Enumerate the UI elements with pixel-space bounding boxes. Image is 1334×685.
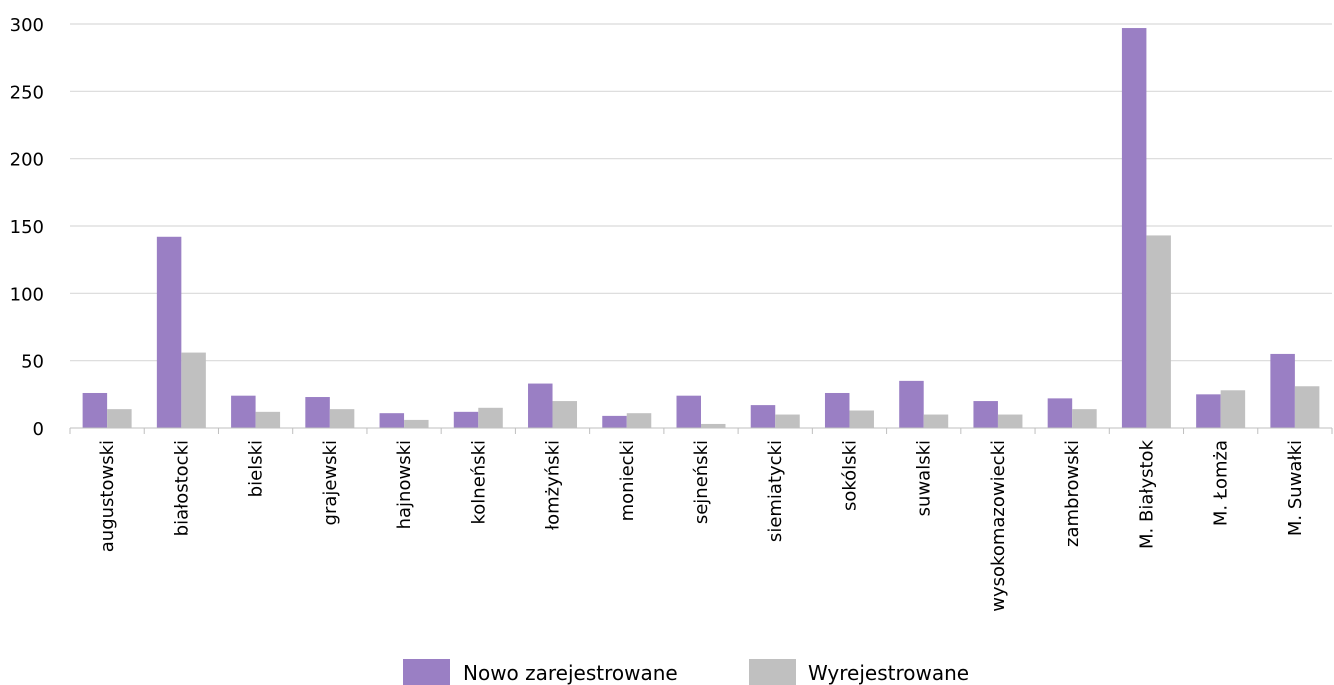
bar-nowo-zarejestrowane [305,397,330,428]
bar-nowo-zarejestrowane [1196,394,1221,428]
bar-nowo-zarejestrowane [602,415,627,428]
bar-wyrejestrowane [626,413,652,428]
bar-nowo-zarejestrowane [973,401,998,428]
bar-wyrejestrowane [255,411,281,428]
x-tick-label: suwalski [914,440,935,516]
bar-wyrejestrowane [181,352,206,428]
bar-wyrejestrowane [329,409,355,428]
y-tick-label: 100 [10,284,44,305]
x-tick-label: augustowski [97,440,118,552]
bar-wyrejestrowane [849,410,874,428]
bar-wyrejestrowane [1146,235,1171,428]
x-tick-label: zambrowski [1062,440,1083,547]
legend-label: Nowo zarejestrowane [463,661,678,685]
x-tick-label: kolneński [468,440,489,525]
y-axis-ticks: 0 50 100 150 200 250 300 [10,15,44,440]
bars [82,28,1320,428]
bar-wyrejestrowane [1072,409,1097,428]
bar-nowo-zarejestrowane [1270,353,1295,428]
x-tick-label: sokólski [839,440,860,511]
x-tick-label: łomżyński [543,440,564,530]
bar-nowo-zarejestrowane [750,405,776,428]
bar-wyrejestrowane [701,423,726,428]
bar-wyrejestrowane [107,409,132,428]
x-tick-label: M. Łomża [1211,440,1232,526]
bar-wyrejestrowane [552,401,578,428]
y-tick-label: 0 [33,419,44,440]
x-tick-label: siemiatycki [765,440,786,542]
x-tick-label: wysokomazowiecki [988,440,1009,612]
bar-nowo-zarejestrowane [379,413,405,428]
y-tick-label: 150 [10,217,44,238]
x-tick-label: M. Białystok [1136,439,1157,549]
x-tick-label: bielski [246,440,267,497]
bar-nowo-zarejestrowane [453,411,479,428]
legend: Nowo zarejestrowane Wyrejestrowane [403,659,969,685]
y-tick-label: 300 [10,15,44,36]
x-tick-label: M. Suwałki [1285,440,1306,536]
bar-nowo-zarejestrowane [82,392,108,428]
bar-wyrejestrowane [1294,386,1320,428]
bar-wyrejestrowane [478,407,503,428]
bar-nowo-zarejestrowane [899,380,924,428]
bar-wyrejestrowane [404,419,429,428]
bar-nowo-zarejestrowane [1121,28,1147,428]
x-tick-label: sejneński [691,440,712,524]
bar-wyrejestrowane [923,414,949,428]
y-tick-label: 200 [10,150,44,171]
legend-label: Wyrejestrowane [808,661,969,685]
x-tick-label: hajnowski [394,440,415,529]
bar-nowo-zarejestrowane [824,392,850,428]
bar-wyrejestrowane [1220,390,1246,428]
bar-wyrejestrowane [775,414,800,428]
y-tick-label: 250 [10,82,44,103]
x-tick-label: grajewski [320,440,341,525]
bar-wyrejestrowane [997,414,1023,428]
y-tick-label: 50 [21,352,44,373]
x-tick-label: białostocki [171,440,192,536]
x-axis-ticks: augustowski białostocki bielski grajewski ha… [69,428,1333,612]
legend-swatch [749,659,796,685]
bar-nowo-zarejestrowane [676,395,701,428]
bar-nowo-zarejestrowane [1047,398,1073,428]
bar-nowo-zarejestrowane [156,236,182,428]
gridlines [70,23,1332,362]
legend-swatch [403,659,450,685]
x-tick-label: moniecki [617,440,638,521]
bar-nowo-zarejestrowane [528,383,553,428]
bar-nowo-zarejestrowane [231,395,256,428]
